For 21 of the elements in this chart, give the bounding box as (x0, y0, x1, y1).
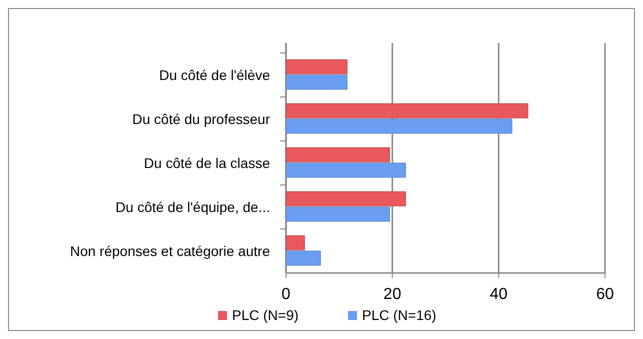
bar (286, 162, 406, 178)
x-tick-label: 20 (383, 286, 402, 303)
legend-label: PLC (N=16) (362, 307, 436, 323)
bar (286, 235, 305, 250)
bar (286, 74, 348, 90)
y-tick-label: Non réponses et catégorie autre (70, 242, 270, 259)
bar (286, 206, 390, 222)
y-tick-label: Du côté de la classe (144, 154, 270, 171)
bar (286, 118, 512, 134)
bar (286, 191, 406, 206)
x-tick-label: 60 (596, 286, 614, 303)
y-tick-label: Du côté de l'élève (159, 66, 270, 83)
x-tick-label: 0 (282, 286, 291, 303)
legend-label: PLC (N=9) (232, 307, 299, 323)
bar (286, 250, 321, 266)
bar (286, 59, 348, 74)
y-tick-label: Du côté de l'équipe, de... (116, 198, 270, 215)
bar (286, 103, 528, 118)
x-tick-label: 40 (490, 286, 508, 303)
bar (286, 147, 390, 162)
y-tick-label: Du côté du professeur (132, 110, 270, 127)
